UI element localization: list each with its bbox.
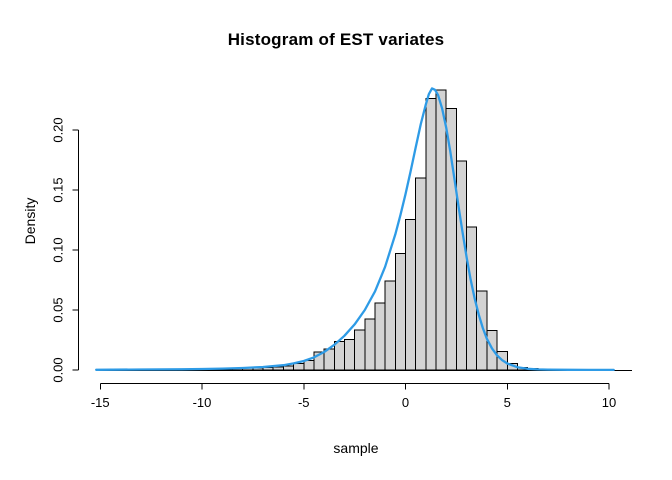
histogram-bar [354, 329, 366, 371]
y-axis: 0.00 0.05 0.10 0.15 0.20 [51, 117, 79, 383]
chart-title: Histogram of EST variates [227, 30, 445, 49]
y-tick-label: 0.15 [51, 177, 66, 202]
histogram-bar [364, 318, 376, 371]
density-curve [95, 87, 615, 372]
histogram-bar [303, 359, 315, 371]
histogram-bar [405, 219, 417, 371]
x-tick-label: -10 [193, 395, 212, 410]
y-axis-title: Density [22, 197, 38, 245]
histogram-bars [201, 89, 559, 371]
histogram-bar [394, 252, 407, 371]
histogram-bar [445, 107, 457, 371]
y-tick-label: 0.20 [51, 117, 66, 142]
x-tick-label: -15 [91, 395, 110, 410]
x-tick-label: 5 [504, 395, 511, 410]
y-tick-label: 0.00 [51, 357, 66, 382]
x-axis-title: sample [333, 440, 379, 456]
x-tick-label: -5 [298, 395, 310, 410]
histogram-bar [435, 89, 447, 371]
histogram-bar [282, 365, 295, 371]
y-tick-label: 0.10 [51, 237, 66, 262]
histogram-bar [272, 366, 284, 371]
histogram-bar [476, 290, 488, 371]
x-tick-label: 0 [402, 395, 409, 410]
histogram-bar [374, 302, 386, 371]
x-tick-label: 10 [602, 395, 616, 410]
histogram-bar [343, 338, 356, 371]
histogram-bar [333, 341, 345, 371]
x-axis: -15 -10 -5 0 5 10 [91, 383, 616, 410]
y-tick-label: 0.05 [51, 297, 66, 322]
histogram-bar [384, 280, 396, 371]
histogram-bar [455, 160, 468, 371]
histogram-bar [415, 177, 427, 371]
histogram-bar [425, 97, 437, 371]
histogram-bar [293, 362, 305, 371]
